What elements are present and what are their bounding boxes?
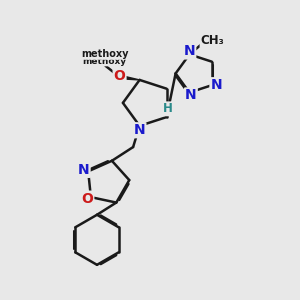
Text: N: N [210, 78, 222, 92]
Text: O: O [81, 192, 93, 206]
Text: methoxy: methoxy [82, 49, 129, 59]
Text: CH₃: CH₃ [200, 34, 224, 47]
Text: O: O [114, 69, 125, 83]
Text: N: N [184, 44, 195, 58]
Text: H: H [163, 102, 173, 115]
Text: N: N [134, 123, 146, 137]
Text: N: N [185, 88, 197, 102]
Polygon shape [119, 75, 140, 80]
Text: methoxy: methoxy [82, 57, 126, 66]
Text: N: N [78, 163, 90, 177]
